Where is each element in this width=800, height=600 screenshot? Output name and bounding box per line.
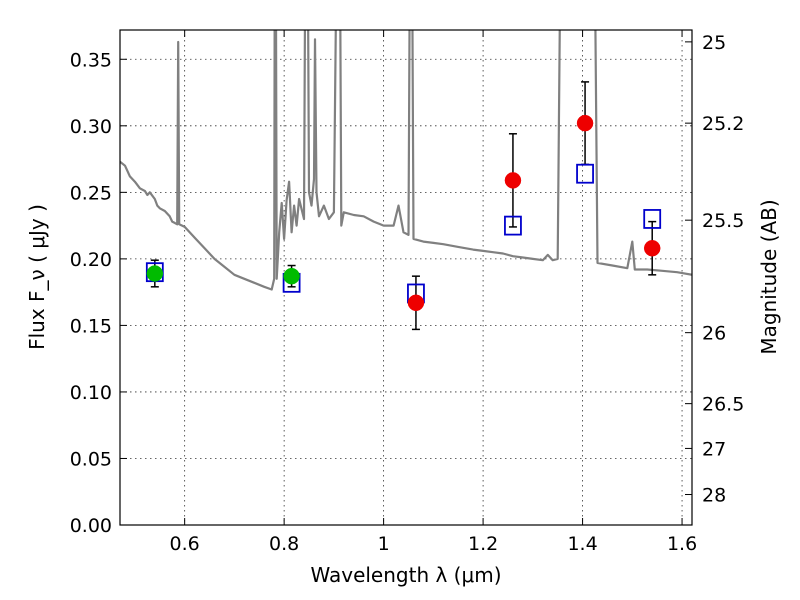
y2-tick-label: 25 xyxy=(702,32,726,54)
y-tick-label: 0.00 xyxy=(70,515,112,537)
x-tick-label: 0.8 xyxy=(269,533,299,555)
x-tick-label: 1.2 xyxy=(468,533,498,555)
x-tick-label: 0.6 xyxy=(170,533,200,555)
y2-tick-label: 25.5 xyxy=(702,210,744,232)
x-tick-label: 1.6 xyxy=(667,533,697,555)
y-tick-label: 0.10 xyxy=(70,382,112,404)
y2-axis-label: Magnitude (AB) xyxy=(757,199,781,354)
y2-tick-label: 28 xyxy=(702,485,726,507)
y-tick-label: 0.20 xyxy=(70,249,112,271)
y-tick-label: 0.30 xyxy=(70,116,112,138)
x-tick-label: 1.4 xyxy=(567,533,597,555)
plot-frame xyxy=(119,29,693,526)
data-point xyxy=(146,265,164,282)
axis-ticks: 0.6 0.8 1 1.2 1.4 1.6 0.00 0.05 0.10 0.15 0.20 0.25… xyxy=(70,30,744,555)
model-photometry-square xyxy=(504,215,522,236)
x-tick-label: 1 xyxy=(378,533,390,555)
data-point xyxy=(576,114,594,132)
y2-tick-label: 25.2 xyxy=(702,113,744,135)
x-axis-label: Wavelength λ (μm) xyxy=(310,563,501,587)
data-point xyxy=(407,294,425,312)
model-spectrum-line xyxy=(120,30,692,291)
y-tick-label: 0.35 xyxy=(70,49,112,71)
data-point xyxy=(504,172,522,189)
data-point xyxy=(283,267,300,285)
y2-tick-label: 26 xyxy=(702,323,726,345)
y-tick-label: 0.15 xyxy=(70,315,112,337)
y2-tick-label: 26.5 xyxy=(702,394,744,416)
y-tick-label: 0.25 xyxy=(70,182,112,204)
data-markers xyxy=(145,114,662,312)
y-axis-label: Flux F_ν ( μJy ) xyxy=(25,204,49,350)
data-point xyxy=(643,239,661,257)
model-photometry-square xyxy=(643,209,662,229)
model-photometry-square xyxy=(576,163,594,184)
model-spectrum xyxy=(120,30,692,291)
y2-tick-label: 27 xyxy=(702,438,726,460)
y-tick-label: 0.05 xyxy=(70,448,112,470)
